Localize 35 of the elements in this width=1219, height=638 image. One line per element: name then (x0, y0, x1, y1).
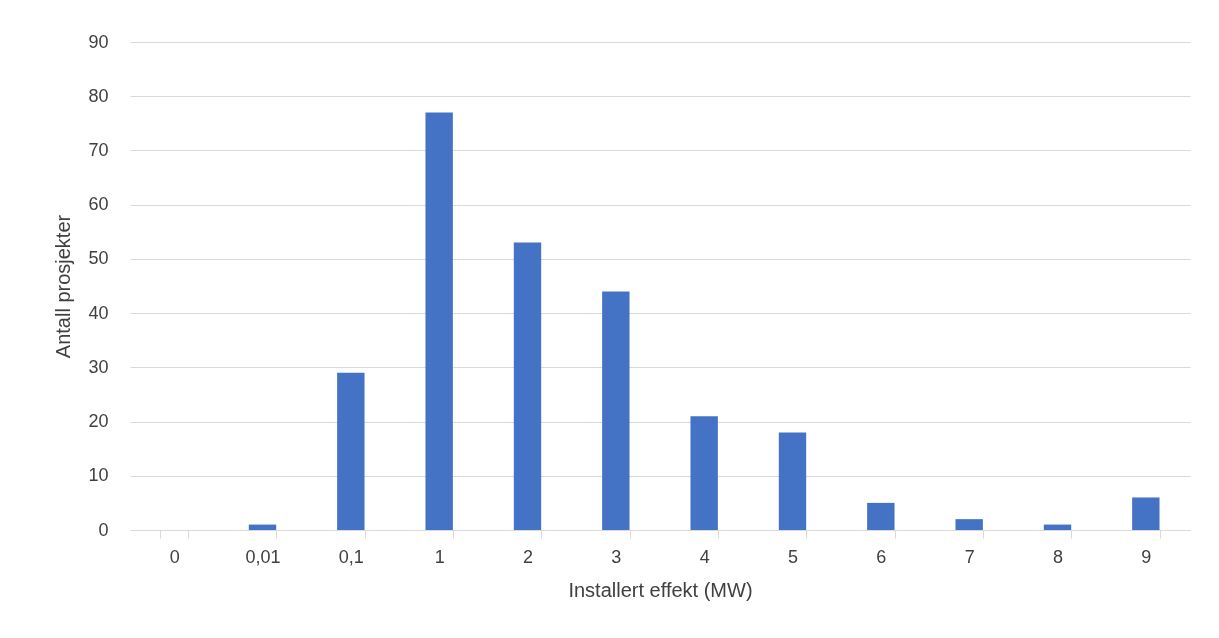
bar (778, 432, 807, 530)
y-tick-label: 20 (88, 411, 109, 432)
x-axis-title: Installert effekt (MW) (568, 578, 753, 601)
bar (690, 416, 718, 530)
bar (337, 372, 365, 530)
y-tick-label: 80 (88, 85, 109, 106)
y-tick-label: 0 (98, 519, 109, 540)
x-tick-label: 2 (522, 546, 534, 567)
bar (602, 291, 630, 530)
x-tick-label: 0,1 (338, 546, 364, 567)
bar (1043, 524, 1072, 530)
x-tick-label: 6 (876, 546, 887, 567)
x-tick-label: 4 (699, 546, 710, 567)
x-tick-label: 1 (434, 546, 445, 567)
x-tick-label: 0,01 (245, 546, 281, 567)
x-tick-label: 0 (169, 546, 180, 567)
y-tick-label: 30 (88, 356, 109, 377)
y-tick-label: 10 (88, 465, 109, 486)
y-tick-label: 40 (88, 302, 109, 323)
x-tick-label: 8 (1052, 546, 1064, 567)
bar (1132, 497, 1160, 530)
bar (425, 112, 453, 530)
bar (955, 519, 983, 530)
x-tick-label: 7 (964, 546, 975, 567)
bar (513, 242, 542, 530)
bar (867, 502, 895, 530)
x-tick-label: 5 (787, 546, 799, 567)
bar (248, 524, 277, 530)
y-tick-label: 70 (88, 139, 109, 160)
y-axis-title: Antall prosjekter (52, 214, 75, 359)
y-tick-label: 90 (88, 31, 109, 52)
y-tick-label: 50 (88, 248, 109, 269)
x-tick-label: 9 (1141, 546, 1152, 567)
y-tick-label: 60 (88, 194, 109, 215)
x-tick-label: 3 (611, 546, 622, 567)
